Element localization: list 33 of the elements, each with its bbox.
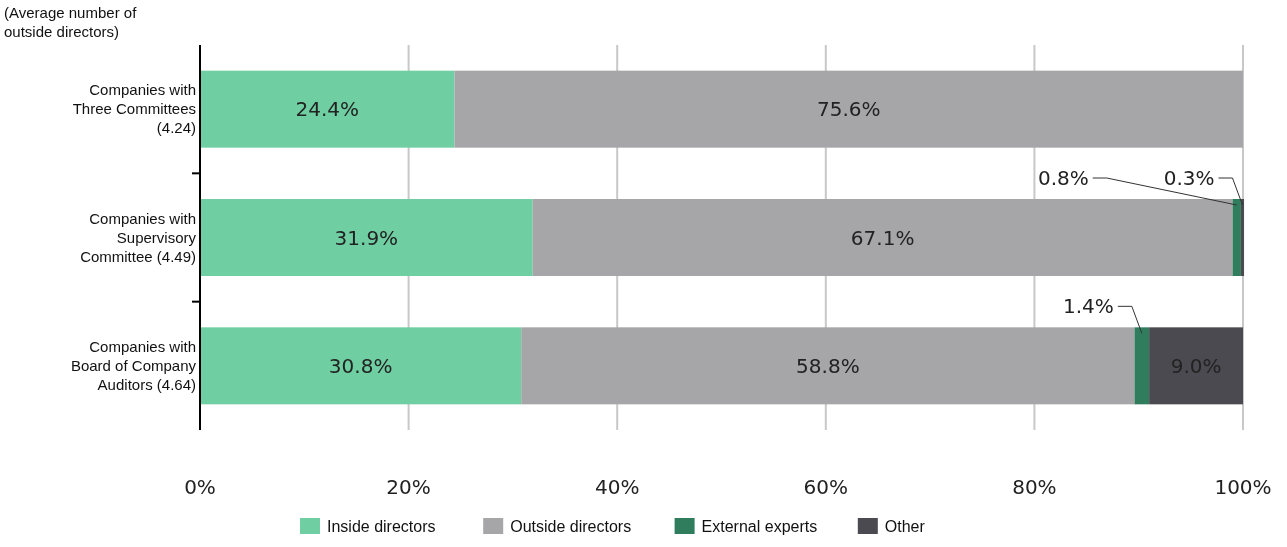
x-tick-label: 80% [1012,475,1057,499]
data-label: 67.1% [850,225,915,250]
bar [521,327,1135,405]
data-label: 1.4% [1063,294,1114,319]
data-label: 75.6% [816,97,881,122]
bar [200,199,533,276]
legend-label: Outside directors [510,518,632,535]
data-label: 58.8% [796,353,860,378]
y-tick-label: Companies with Three Committees (4.24) [72,81,196,137]
legend-label: External experts [701,518,818,535]
data-label: 30.8% [328,353,393,378]
bar [1232,199,1241,276]
data-label: 31.9% [334,225,399,250]
x-tick-label: 60% [803,475,849,499]
bar [1240,199,1245,276]
bar [200,70,455,148]
legend-label: Inside directors [327,518,436,535]
y-tick-label: Companies with Board of Company Auditors (4.64) [70,337,197,393]
x-tick-label: 0% [184,475,216,499]
bar [532,199,1233,276]
bar [454,70,1243,148]
legend-label: Other [884,518,926,535]
bar [1149,327,1243,405]
bar [200,327,522,405]
data-label: 0.8% [1037,166,1089,190]
x-tick-label: 20% [386,475,431,499]
x-tick-label: 100% [1214,475,1272,499]
data-label: 24.4% [295,97,360,122]
y-tick-label: Companies with Supervisory Committee (4.49) [80,209,197,265]
data-label: 0.3% [1163,166,1215,190]
y-axis-title: (Average number of outside directors) [4,4,138,40]
x-tick-label: 40% [594,475,640,499]
bar [1134,327,1150,405]
